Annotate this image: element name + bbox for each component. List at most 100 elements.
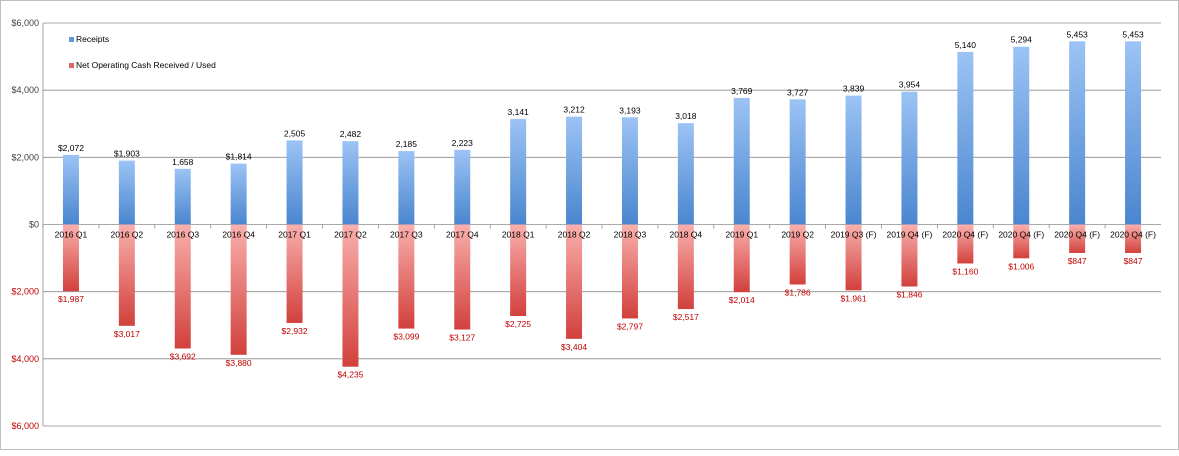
category-label: 2019 Q3 (F): [831, 230, 877, 240]
net-operating-cash-data-label: $3,127: [449, 333, 475, 343]
y-tick-label: $0: [29, 220, 39, 230]
category-label: 2018 Q1: [502, 230, 535, 240]
y-tick-label: $6,000: [11, 421, 39, 431]
net-operating-cash-data-label: $1,786: [785, 287, 811, 297]
receipts-data-label: 3,769: [731, 86, 753, 96]
receipts-bar: [789, 99, 806, 225]
category-label: 2017 Q2: [334, 230, 367, 240]
category-label: 2016 Q4: [222, 230, 255, 240]
net-operating-cash-data-label: $1,006: [1008, 261, 1034, 271]
net-operating-cash-data-label: $2,797: [617, 321, 643, 331]
receipts-bar: [286, 140, 303, 225]
receipts-bar: [566, 116, 583, 225]
receipts-data-label: 5,453: [1122, 29, 1144, 39]
net-operating-cash-data-label: $2,517: [673, 312, 699, 322]
receipts-data-label: 2,223: [452, 138, 474, 148]
net-operating-cash-data-label: $3,880: [226, 358, 252, 368]
receipts-data-label: 2,482: [340, 129, 362, 139]
net-operating-cash-bar: [230, 224, 247, 355]
net-operating-cash-bar: [398, 224, 415, 329]
receipts-bar: [733, 97, 750, 225]
net-operating-cash-bar: [845, 224, 862, 291]
receipts-bar: [510, 119, 527, 225]
net-operating-cash-data-label: $4,235: [337, 370, 363, 380]
net-operating-cash-bar: [1069, 224, 1086, 253]
receipts-data-label: $1,903: [114, 149, 140, 159]
bars: [62, 41, 1142, 367]
net-operating-cash-data-label: $2,014: [729, 295, 755, 305]
category-label: 2019 Q1: [725, 230, 758, 240]
net-operating-cash-data-label: $847: [1068, 256, 1087, 266]
net-operating-cash-data-label: $847: [1124, 256, 1143, 266]
net-operating-cash-bar: [342, 224, 359, 367]
receipts-bar: [342, 141, 359, 225]
legend-label-net-operating-cash: Net Operating Cash Received / Used: [76, 60, 216, 70]
category-label: 2020 Q4 (F): [1110, 230, 1156, 240]
net-operating-cash-data-label: $2,725: [505, 319, 531, 329]
category-label: 2017 Q3: [390, 230, 423, 240]
receipts-bar: [454, 149, 471, 225]
receipts-data-label: $1,814: [226, 152, 252, 162]
net-operating-cash-data-label: $3,017: [114, 329, 140, 339]
net-operating-cash-bar: [174, 224, 191, 349]
receipts-bar: [677, 123, 694, 225]
receipts-data-label: 2,505: [284, 128, 306, 138]
receipts-bar: [174, 168, 191, 225]
receipts-data-label: 5,140: [955, 40, 977, 50]
y-tick-label: $2,000: [11, 287, 39, 297]
receipts-data-label: 2,185: [396, 139, 418, 149]
receipts-data-label: 3,727: [787, 87, 809, 97]
receipts-bar: [621, 117, 638, 225]
net-operating-cash-data-label: $1,987: [58, 294, 84, 304]
gridlines: [43, 22, 1161, 427]
category-label: 2020 Q4 (F): [1054, 230, 1100, 240]
legend-swatch-net-operating-cash: [69, 63, 74, 68]
y-axis: $6,000 $4,000 $2,000 $0 $2,000 $4,000 $6,000: [11, 18, 44, 431]
net-operating-cash-bar: [957, 224, 974, 264]
y-tick-label: $6,000: [11, 18, 39, 28]
net-operating-cash-data-label: $3,692: [170, 351, 196, 361]
receipts-data-label: 3,212: [563, 105, 585, 115]
receipts-data-label: 3,193: [619, 105, 641, 115]
net-operating-cash-bar: [510, 224, 527, 317]
receipts-bar: [957, 51, 974, 225]
net-operating-cash-bar: [733, 224, 750, 293]
y-tick-label: $2,000: [11, 152, 39, 162]
net-operating-cash-data-label: $1,961: [841, 293, 867, 303]
legend-label-receipts: Receipts: [76, 34, 109, 44]
net-operating-cash-data-label: $2,932: [282, 326, 308, 336]
receipts-data-label: 3,018: [675, 111, 697, 121]
net-operating-cash-data-label: $1,160: [952, 266, 978, 276]
receipts-data-label: 5,453: [1067, 29, 1089, 39]
receipts-data-label: 1,658: [172, 157, 194, 167]
receipts-bar: [1125, 41, 1142, 225]
net-operating-cash-bar: [621, 224, 638, 319]
net-operating-cash-bar: [789, 224, 806, 285]
legend-swatch-receipts: [69, 37, 74, 42]
category-label: 2019 Q4 (F): [887, 230, 933, 240]
receipts-bar: [901, 91, 918, 225]
category-label: 2016 Q3: [166, 230, 199, 240]
receipts-data-label: 3,141: [508, 107, 530, 117]
receipts-data-label: 5,294: [1011, 35, 1033, 45]
y-tick-label: $4,000: [11, 354, 39, 364]
legend: Receipts Net Operating Cash Received / U…: [69, 34, 216, 70]
x-axis-labels: 2016 Q1 2016 Q2 2016 Q3 2016 Q4 2017 Q1 2017 …: [42, 224, 1156, 240]
receipts-bar: [230, 163, 247, 225]
net-operating-cash-data-label: $3,099: [393, 332, 419, 342]
net-operating-cash-bar: [901, 224, 918, 287]
net-operating-cash-bar: [118, 224, 135, 326]
receipts-bar: [62, 154, 79, 225]
category-label: 2020 Q4 (F): [942, 230, 988, 240]
category-label: 2018 Q2: [558, 230, 591, 240]
category-label: 2016 Q1: [55, 230, 88, 240]
category-label: 2020 Q4 (F): [998, 230, 1044, 240]
net-operating-cash-bar: [286, 224, 303, 323]
category-label: 2017 Q4: [446, 230, 479, 240]
y-tick-label: $4,000: [11, 85, 39, 95]
net-operating-cash-bar: [454, 224, 471, 330]
receipts-bar: [118, 160, 135, 225]
category-label: 2017 Q1: [278, 230, 311, 240]
receipts-data-label: 3,839: [843, 84, 865, 94]
